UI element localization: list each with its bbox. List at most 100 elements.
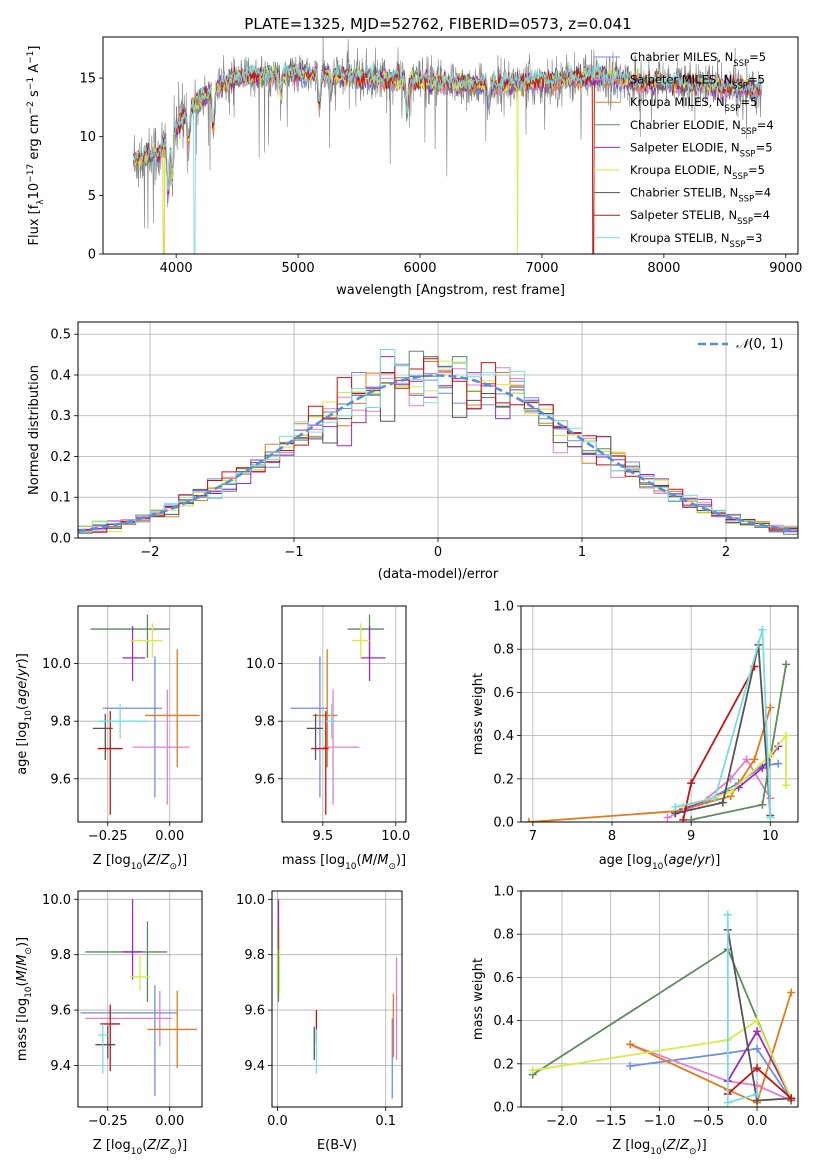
legend-post: =5 (756, 140, 773, 154)
label-part: M (377, 853, 388, 868)
weight-line-3 (691, 664, 787, 821)
errorbar-point-5 (130, 954, 150, 991)
errorbar-point-6 (95, 1025, 116, 1059)
x-tick-label: −2 (140, 545, 159, 560)
label-part: / (676, 1138, 681, 1153)
label-part: log (632, 853, 652, 868)
y-tick-label: 0.2 (50, 450, 71, 465)
label-part: 10 (27, 183, 42, 200)
weight-marker (753, 1016, 762, 1025)
y-tick-label: 9.4 (244, 1059, 265, 1074)
x-tick-label: −0.25 (88, 1114, 128, 1129)
x-axis-label: wavelength [Angstrom, rest frame] (336, 283, 565, 298)
label-part: Z (160, 1138, 171, 1153)
y-axis-label: Normed distribution (27, 365, 42, 495)
label-part: )] (177, 1138, 187, 1153)
x-axis-label: age [log10(age/yr)] (599, 853, 721, 872)
weight-marker (723, 910, 732, 919)
x-tick-label: 10 (762, 829, 779, 844)
y-axis-label: Flux [fλ10−17 erg cm−2 s−1 A−1] (26, 46, 46, 246)
label-part: ( (663, 853, 668, 868)
x-tick-label: 9.5 (313, 829, 334, 844)
y-tick-label: 0.6 (493, 971, 514, 986)
label-part: λ (36, 199, 46, 205)
label-part: )] (15, 937, 30, 947)
errorbar-point-4 (122, 626, 145, 681)
weight-marker (766, 703, 775, 712)
weight-marker (766, 813, 775, 822)
legend-sub: SSP (732, 82, 748, 92)
legend-label-1: Salpeter MILES, NSSP=5 (630, 73, 765, 92)
y-axis-label: mass [log10(M/M⊙)] (15, 937, 34, 1061)
y-tick-label: 9.6 (50, 1004, 71, 1019)
weight-marker (787, 1094, 796, 1103)
label-part: (0, 1) (748, 337, 783, 352)
label-part: Z [ (93, 1138, 111, 1153)
x-tick-label: 0.00 (155, 829, 184, 844)
legend-text: Kroupa MILES, N (630, 95, 725, 109)
label-part: ( (15, 705, 30, 710)
x-tick-label: −0.25 (88, 829, 128, 844)
label-part: ⊙ (169, 862, 177, 872)
weight-line-7 (682, 666, 756, 820)
x-tick-label: 7000 (525, 261, 558, 276)
weight-line-0 (630, 1047, 792, 1101)
errorbar-point-0 (102, 656, 163, 798)
label-part: yr (696, 853, 712, 868)
errorbar-point-1 (322, 689, 360, 805)
panel-spectrum: 4000 5000 6000 7000 8000 9000 0 5 10 15 wavelength… (26, 36, 802, 298)
panel-mass_vs_Z: −0.25 0.009.49.69.810.0Z [log10(Z/Z⊙)]mas… (15, 890, 203, 1157)
errorbar-point-3 (90, 614, 170, 658)
x-tick-label: 5000 (282, 261, 315, 276)
errorbar-point-2 (312, 649, 338, 768)
x-tick-label: 0.00 (155, 1114, 184, 1129)
legend-post: =4 (757, 118, 774, 132)
legend-label-7: Salpeter STELIB, NSSP=4 (630, 208, 770, 227)
weight-marker (671, 802, 680, 811)
legend-post: =3 (745, 231, 762, 245)
legend-label-3: Chabrier ELODIE, NSSP=4 (630, 118, 774, 137)
label-part: ⊙ (24, 947, 34, 955)
weight-marker (679, 815, 688, 822)
y-axis-label: age [log10(age/yr)] (15, 653, 34, 775)
x-axis-label: E(B-V) (317, 1138, 357, 1153)
weight-marker (626, 1040, 635, 1049)
plot-area-mass_vs_EBV (277, 899, 398, 1099)
x-axis-label: Z [log10(Z/Z⊙)] (93, 1138, 187, 1157)
y-tick-label: 9.8 (50, 948, 71, 963)
legend-text: Kroupa STELIB, N (630, 231, 730, 245)
weight-marker (726, 787, 735, 796)
weight-marker (742, 755, 751, 764)
errorbar-point-5 (352, 623, 370, 658)
label-part: / (15, 676, 30, 681)
weight-marker (758, 625, 767, 634)
y-tick-label: 9.6 (244, 1004, 265, 1019)
y-tick-label: 0.0 (493, 816, 514, 831)
label-part: ( (15, 981, 30, 986)
y-tick-label: 0.2 (493, 1057, 514, 1072)
label-part: −17 (26, 164, 36, 183)
x-axis-label: Z [log10(Z/Z⊙)] (612, 1138, 706, 1157)
legend-label-2: Kroupa MILES, NSSP=5 (630, 95, 757, 114)
x-tick-label: 2 (722, 545, 730, 560)
x-tick-label: 7 (529, 829, 537, 844)
panel-mass_vs_EBV: 0.0 0.1 9.4 9.6 9.8 10.0 E(B-V) (236, 890, 403, 1153)
errorbar-point-3 (347, 614, 385, 658)
plot-area-weight_vs_Z (528, 910, 796, 1107)
y-tick-label: 0.4 (493, 729, 514, 744)
label-part: M (362, 853, 373, 868)
legend-label-6: Chabrier STELIB, NSSP=4 (630, 186, 771, 205)
label-part: )] (15, 653, 30, 663)
x-tick-label: −2.0 (546, 1114, 578, 1129)
legend-post: =4 (753, 208, 770, 222)
weight-line-1 (629, 1043, 792, 1102)
errorbar-point-7 (311, 711, 329, 815)
axes-frame (102, 36, 799, 255)
label-part: mass [ (15, 1018, 30, 1061)
label-part: / (15, 965, 30, 970)
errorbar-point-2 (147, 990, 198, 1069)
label-part: Z (666, 1138, 677, 1153)
y-tick-label: 9.6 (254, 772, 275, 787)
x-tick-label: −0.5 (692, 1114, 724, 1129)
